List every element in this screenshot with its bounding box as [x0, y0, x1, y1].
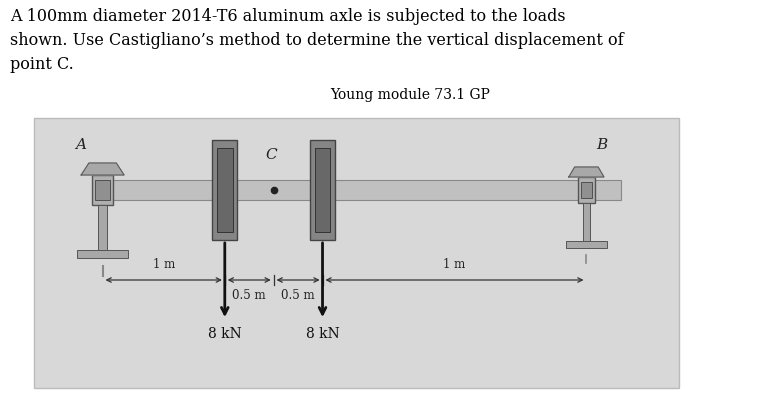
Bar [310, 140, 335, 240]
Bar [92, 175, 114, 205]
Bar [566, 241, 607, 248]
Text: 0.5 m: 0.5 m [281, 289, 315, 302]
Text: 8 kN: 8 kN [305, 327, 340, 341]
Bar [217, 148, 233, 232]
Bar [580, 182, 592, 198]
Bar [315, 148, 330, 232]
Text: 8 kN: 8 kN [208, 327, 241, 341]
Text: 1 m: 1 m [443, 258, 466, 271]
Polygon shape [81, 163, 124, 175]
Polygon shape [569, 167, 604, 177]
Text: B: B [596, 138, 608, 152]
Bar [77, 250, 128, 258]
Text: A: A [76, 138, 86, 152]
Bar [583, 203, 590, 241]
Bar [93, 180, 621, 200]
Bar [34, 118, 679, 388]
Text: C: C [266, 148, 277, 162]
Bar [98, 205, 107, 250]
Bar [212, 140, 238, 240]
Text: Young module 73.1 GP: Young module 73.1 GP [330, 88, 491, 102]
Text: 1 m: 1 m [153, 258, 174, 271]
Text: 0.5 m: 0.5 m [232, 289, 266, 302]
Text: A 100mm diameter 2014-T6 aluminum axle is subjected to the loads
shown. Use Cast: A 100mm diameter 2014-T6 aluminum axle i… [10, 8, 623, 73]
Bar [95, 180, 111, 200]
Bar [577, 177, 595, 203]
